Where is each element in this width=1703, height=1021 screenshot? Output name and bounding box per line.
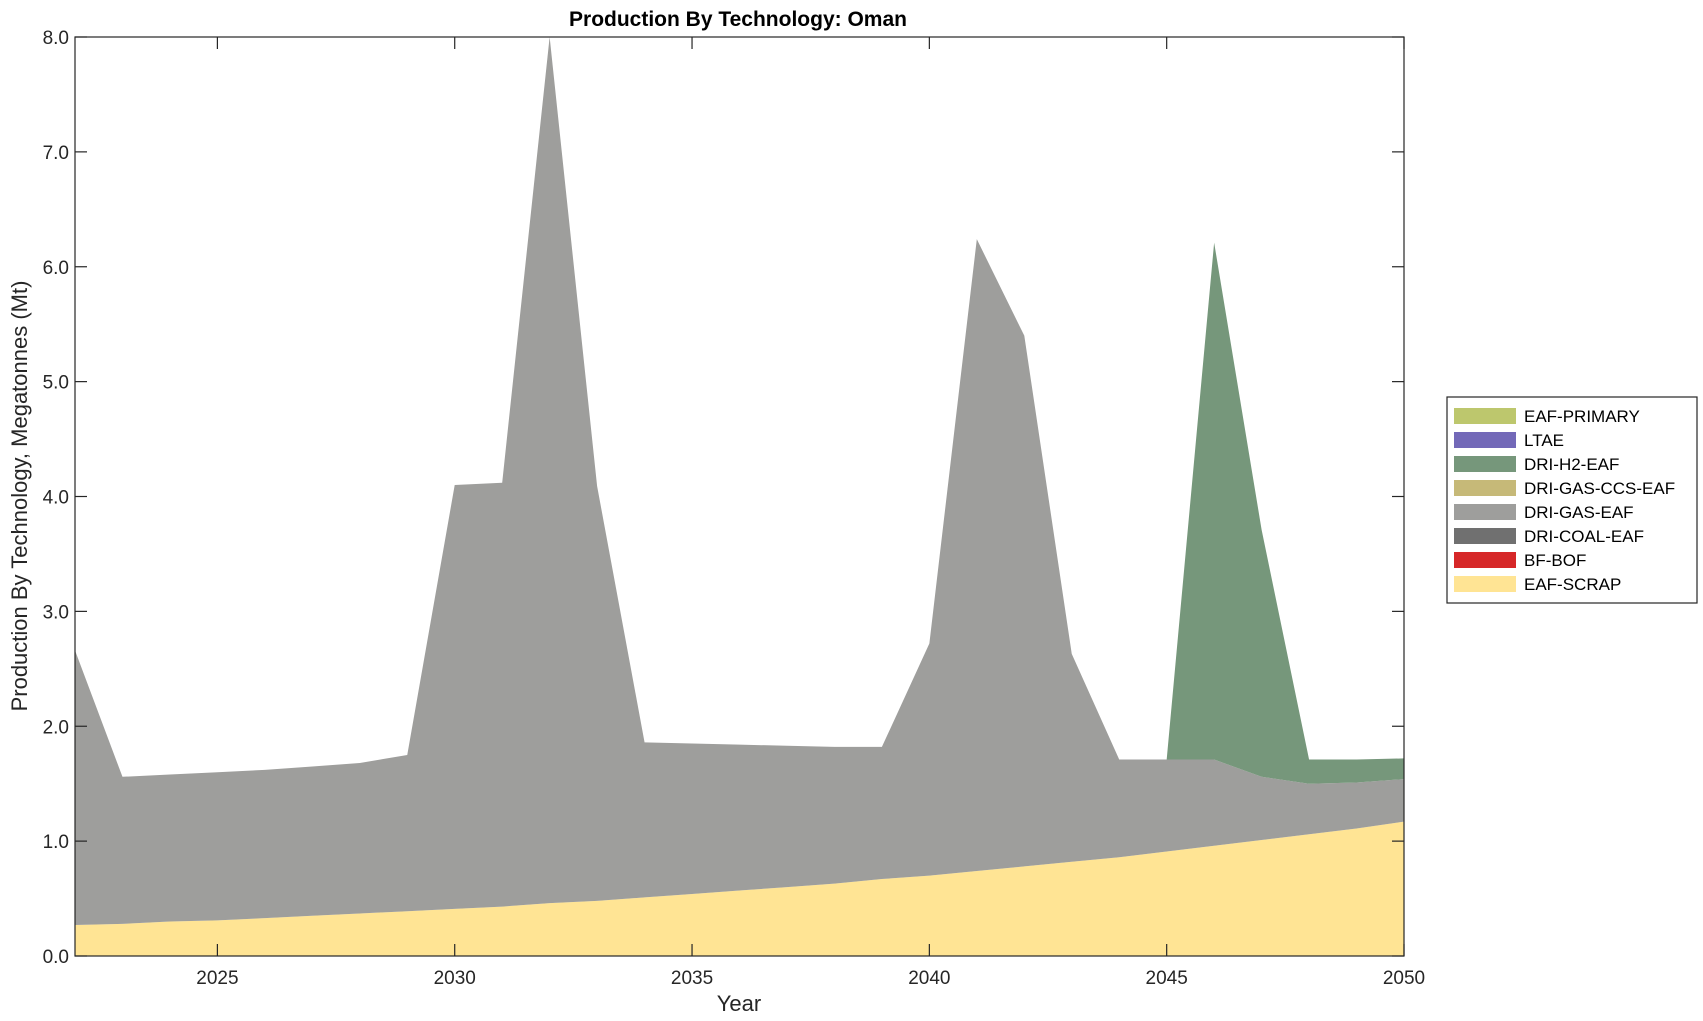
legend-swatch — [1454, 504, 1516, 520]
legend-label: LTAE — [1524, 431, 1564, 450]
y-axis-label: Production By Technology, Megatonnes (Mt… — [7, 281, 32, 712]
legend-item-dri-gas-ccs-eaf: DRI-GAS-CCS-EAF — [1454, 479, 1675, 498]
legend-item-eaf-primary: EAF-PRIMARY — [1454, 407, 1640, 426]
y-tick-label: 7.0 — [43, 143, 69, 164]
area-series-group — [75, 37, 1404, 956]
y-tick-label: 3.0 — [43, 602, 69, 623]
x-tick-label: 2040 — [908, 968, 950, 989]
area-eaf-scrap — [75, 821, 1404, 956]
y-tick-label: 1.0 — [43, 832, 69, 853]
x-tick-label: 2030 — [434, 968, 476, 989]
y-axis: 0.0 1.0 2.0 3.0 4.0 5.0 6.0 7.0 8.0 — [43, 28, 1404, 968]
legend-swatch — [1454, 432, 1516, 448]
legend-label: DRI-GAS-EAF — [1524, 503, 1634, 522]
legend-swatch — [1454, 456, 1516, 472]
legend-item-dri-h2-eaf: DRI-H2-EAF — [1454, 455, 1619, 474]
legend-label: DRI-COAL-EAF — [1524, 527, 1644, 546]
legend: EAF-PRIMARY LTAE DRI-H2-EAF DRI-GAS-CCS-EAF… — [1446, 396, 1698, 604]
x-tick-label: 2050 — [1383, 968, 1425, 989]
y-tick-label: 8.0 — [43, 28, 69, 49]
legend-swatch — [1454, 552, 1516, 568]
x-axis: 2025 2030 2035 2040 2045 2050 — [196, 37, 1425, 989]
legend-box — [1446, 396, 1698, 604]
y-tick-label: 4.0 — [43, 488, 69, 509]
legend-item-ltae: LTAE — [1454, 431, 1564, 450]
legend-swatch — [1454, 576, 1516, 592]
x-tick-label: 2045 — [1146, 968, 1188, 989]
legend-label: DRI-GAS-CCS-EAF — [1524, 479, 1675, 498]
area-dri-h2-eaf — [75, 37, 1404, 784]
y-tick-label: 0.0 — [43, 947, 69, 968]
legend-item-dri-coal-eaf: DRI-COAL-EAF — [1454, 527, 1644, 546]
y-tick-label: 6.0 — [43, 258, 69, 279]
legend-swatch — [1454, 528, 1516, 544]
legend-swatch — [1454, 408, 1516, 424]
x-tick-label: 2035 — [671, 968, 713, 989]
legend-swatch — [1454, 480, 1516, 496]
x-axis-label: Year — [717, 991, 761, 1016]
legend-label: EAF-PRIMARY — [1524, 407, 1640, 426]
chart-title: Production By Technology: Oman — [569, 8, 907, 31]
legend-item-eaf-scrap: EAF-SCRAP — [1454, 575, 1621, 594]
legend-label: EAF-SCRAP — [1524, 575, 1621, 594]
legend-label: DRI-H2-EAF — [1524, 455, 1619, 474]
legend-item-dri-gas-eaf: DRI-GAS-EAF — [1454, 503, 1634, 522]
x-tick-label: 2025 — [196, 968, 238, 989]
legend-item-bf-bof: BF-BOF — [1454, 551, 1586, 570]
legend-label: BF-BOF — [1524, 551, 1586, 570]
area-dri-gas-eaf — [75, 37, 1404, 925]
y-tick-label: 5.0 — [43, 373, 69, 394]
y-tick-label: 2.0 — [43, 717, 69, 738]
